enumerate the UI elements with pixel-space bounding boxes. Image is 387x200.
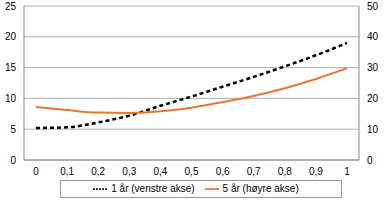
svg-text:30: 30 [367,62,379,73]
svg-text:0: 0 [367,155,373,166]
svg-text:0,5: 0,5 [185,166,199,177]
svg-text:0,4: 0,4 [153,166,167,177]
svg-text:0,2: 0,2 [91,166,105,177]
svg-text:40: 40 [367,31,379,42]
svg-text:20: 20 [8,31,16,42]
html-text:5 år (høyre akse): 5 år (høyre akse) [222,182,299,194]
svg-text:10: 10 [367,124,379,135]
svg-text:15: 15 [8,62,16,73]
svg-text:0: 0 [33,166,39,177]
svg-text:1: 1 [344,166,350,177]
svg-text:0,1: 0,1 [60,166,74,177]
svg-text:50: 50 [367,1,379,12]
svg-text:25: 25 [8,1,16,12]
svg-text:0,7: 0,7 [247,166,261,177]
svg-text:5: 5 [10,124,16,135]
svg-text:0,6: 0,6 [216,166,230,177]
svg-text:0: 0 [10,155,16,166]
svg-text:0,9: 0,9 [309,166,323,177]
html-text:1 år (venstre akse): 1 år (venstre akse) [111,182,195,194]
svg-text:10: 10 [8,93,16,104]
svg-text:0,3: 0,3 [122,166,136,177]
svg-text:0,8: 0,8 [278,166,292,177]
svg-text:20: 20 [367,93,379,104]
